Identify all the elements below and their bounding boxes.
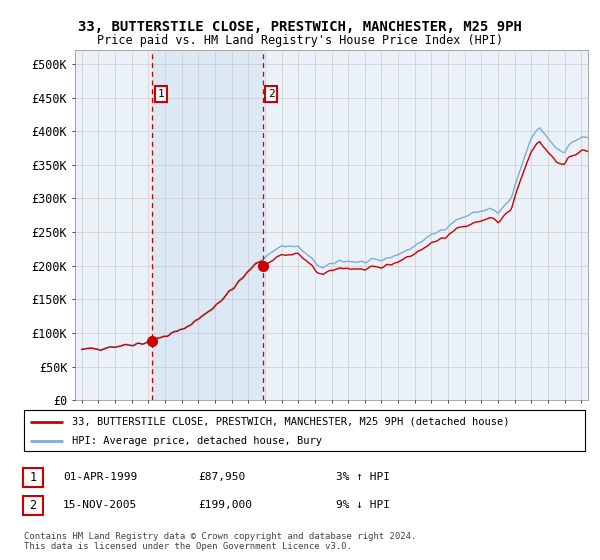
Text: 2: 2: [268, 89, 275, 99]
Text: 01-APR-1999: 01-APR-1999: [63, 472, 137, 482]
Text: Price paid vs. HM Land Registry's House Price Index (HPI): Price paid vs. HM Land Registry's House …: [97, 34, 503, 46]
Text: 33, BUTTERSTILE CLOSE, PRESTWICH, MANCHESTER, M25 9PH (detached house): 33, BUTTERSTILE CLOSE, PRESTWICH, MANCHE…: [71, 417, 509, 427]
Text: £87,950: £87,950: [198, 472, 245, 482]
Text: 9% ↓ HPI: 9% ↓ HPI: [336, 500, 390, 510]
Text: HPI: Average price, detached house, Bury: HPI: Average price, detached house, Bury: [71, 436, 322, 446]
Text: Contains HM Land Registry data © Crown copyright and database right 2024.
This d: Contains HM Land Registry data © Crown c…: [24, 532, 416, 552]
Bar: [152, 50, 263, 400]
Text: 2: 2: [29, 498, 37, 512]
Text: 1: 1: [29, 470, 37, 484]
Text: 15-NOV-2005: 15-NOV-2005: [63, 500, 137, 510]
Text: £199,000: £199,000: [198, 500, 252, 510]
Text: 1: 1: [157, 89, 164, 99]
Text: 3% ↑ HPI: 3% ↑ HPI: [336, 472, 390, 482]
Text: 33, BUTTERSTILE CLOSE, PRESTWICH, MANCHESTER, M25 9PH: 33, BUTTERSTILE CLOSE, PRESTWICH, MANCHE…: [78, 20, 522, 34]
